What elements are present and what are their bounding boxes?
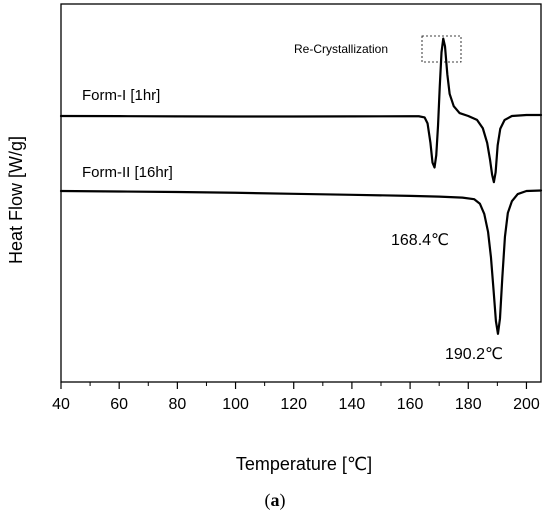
x-tick-label: 80 [168,396,186,413]
series-lines [59,37,543,335]
caption-close: ) [280,490,286,511]
x-tick-label: 120 [280,396,307,413]
annotation-peak-190: 190.2℃ [445,346,503,363]
y-axis-label: Heat Flow [W/g] [6,136,26,264]
series-line-form-ii [59,189,543,335]
x-tick-label: 180 [455,396,482,413]
series-line-form-i [59,37,543,184]
x-tick-label: 140 [339,396,366,413]
annotation-peak-168: 168.4℃ [391,232,449,249]
annotation-recrystallization: Re-Crystallization [294,42,388,56]
figure-caption: (a) [265,490,286,511]
x-axis-label: Temperature [℃] [236,454,372,474]
x-tick-label: 40 [52,396,70,413]
x-tick-label: 200 [513,396,540,413]
x-tick-label: 160 [397,396,424,413]
caption-letter: a [271,490,280,510]
caption-open: ( [265,490,271,511]
recrystallization-box [421,35,462,63]
plot-frame [60,3,542,383]
x-tick-label: 100 [222,396,249,413]
x-axis-tick-labels: 40 60 80 100 120 140 160 180 200 [52,396,540,413]
x-tick-label: 60 [110,396,128,413]
series-label-form-ii: Form-II [16hr] [82,164,173,181]
x-axis-ticks [60,382,528,389]
series-label-form-i: Form-I [1hr] [82,87,160,104]
